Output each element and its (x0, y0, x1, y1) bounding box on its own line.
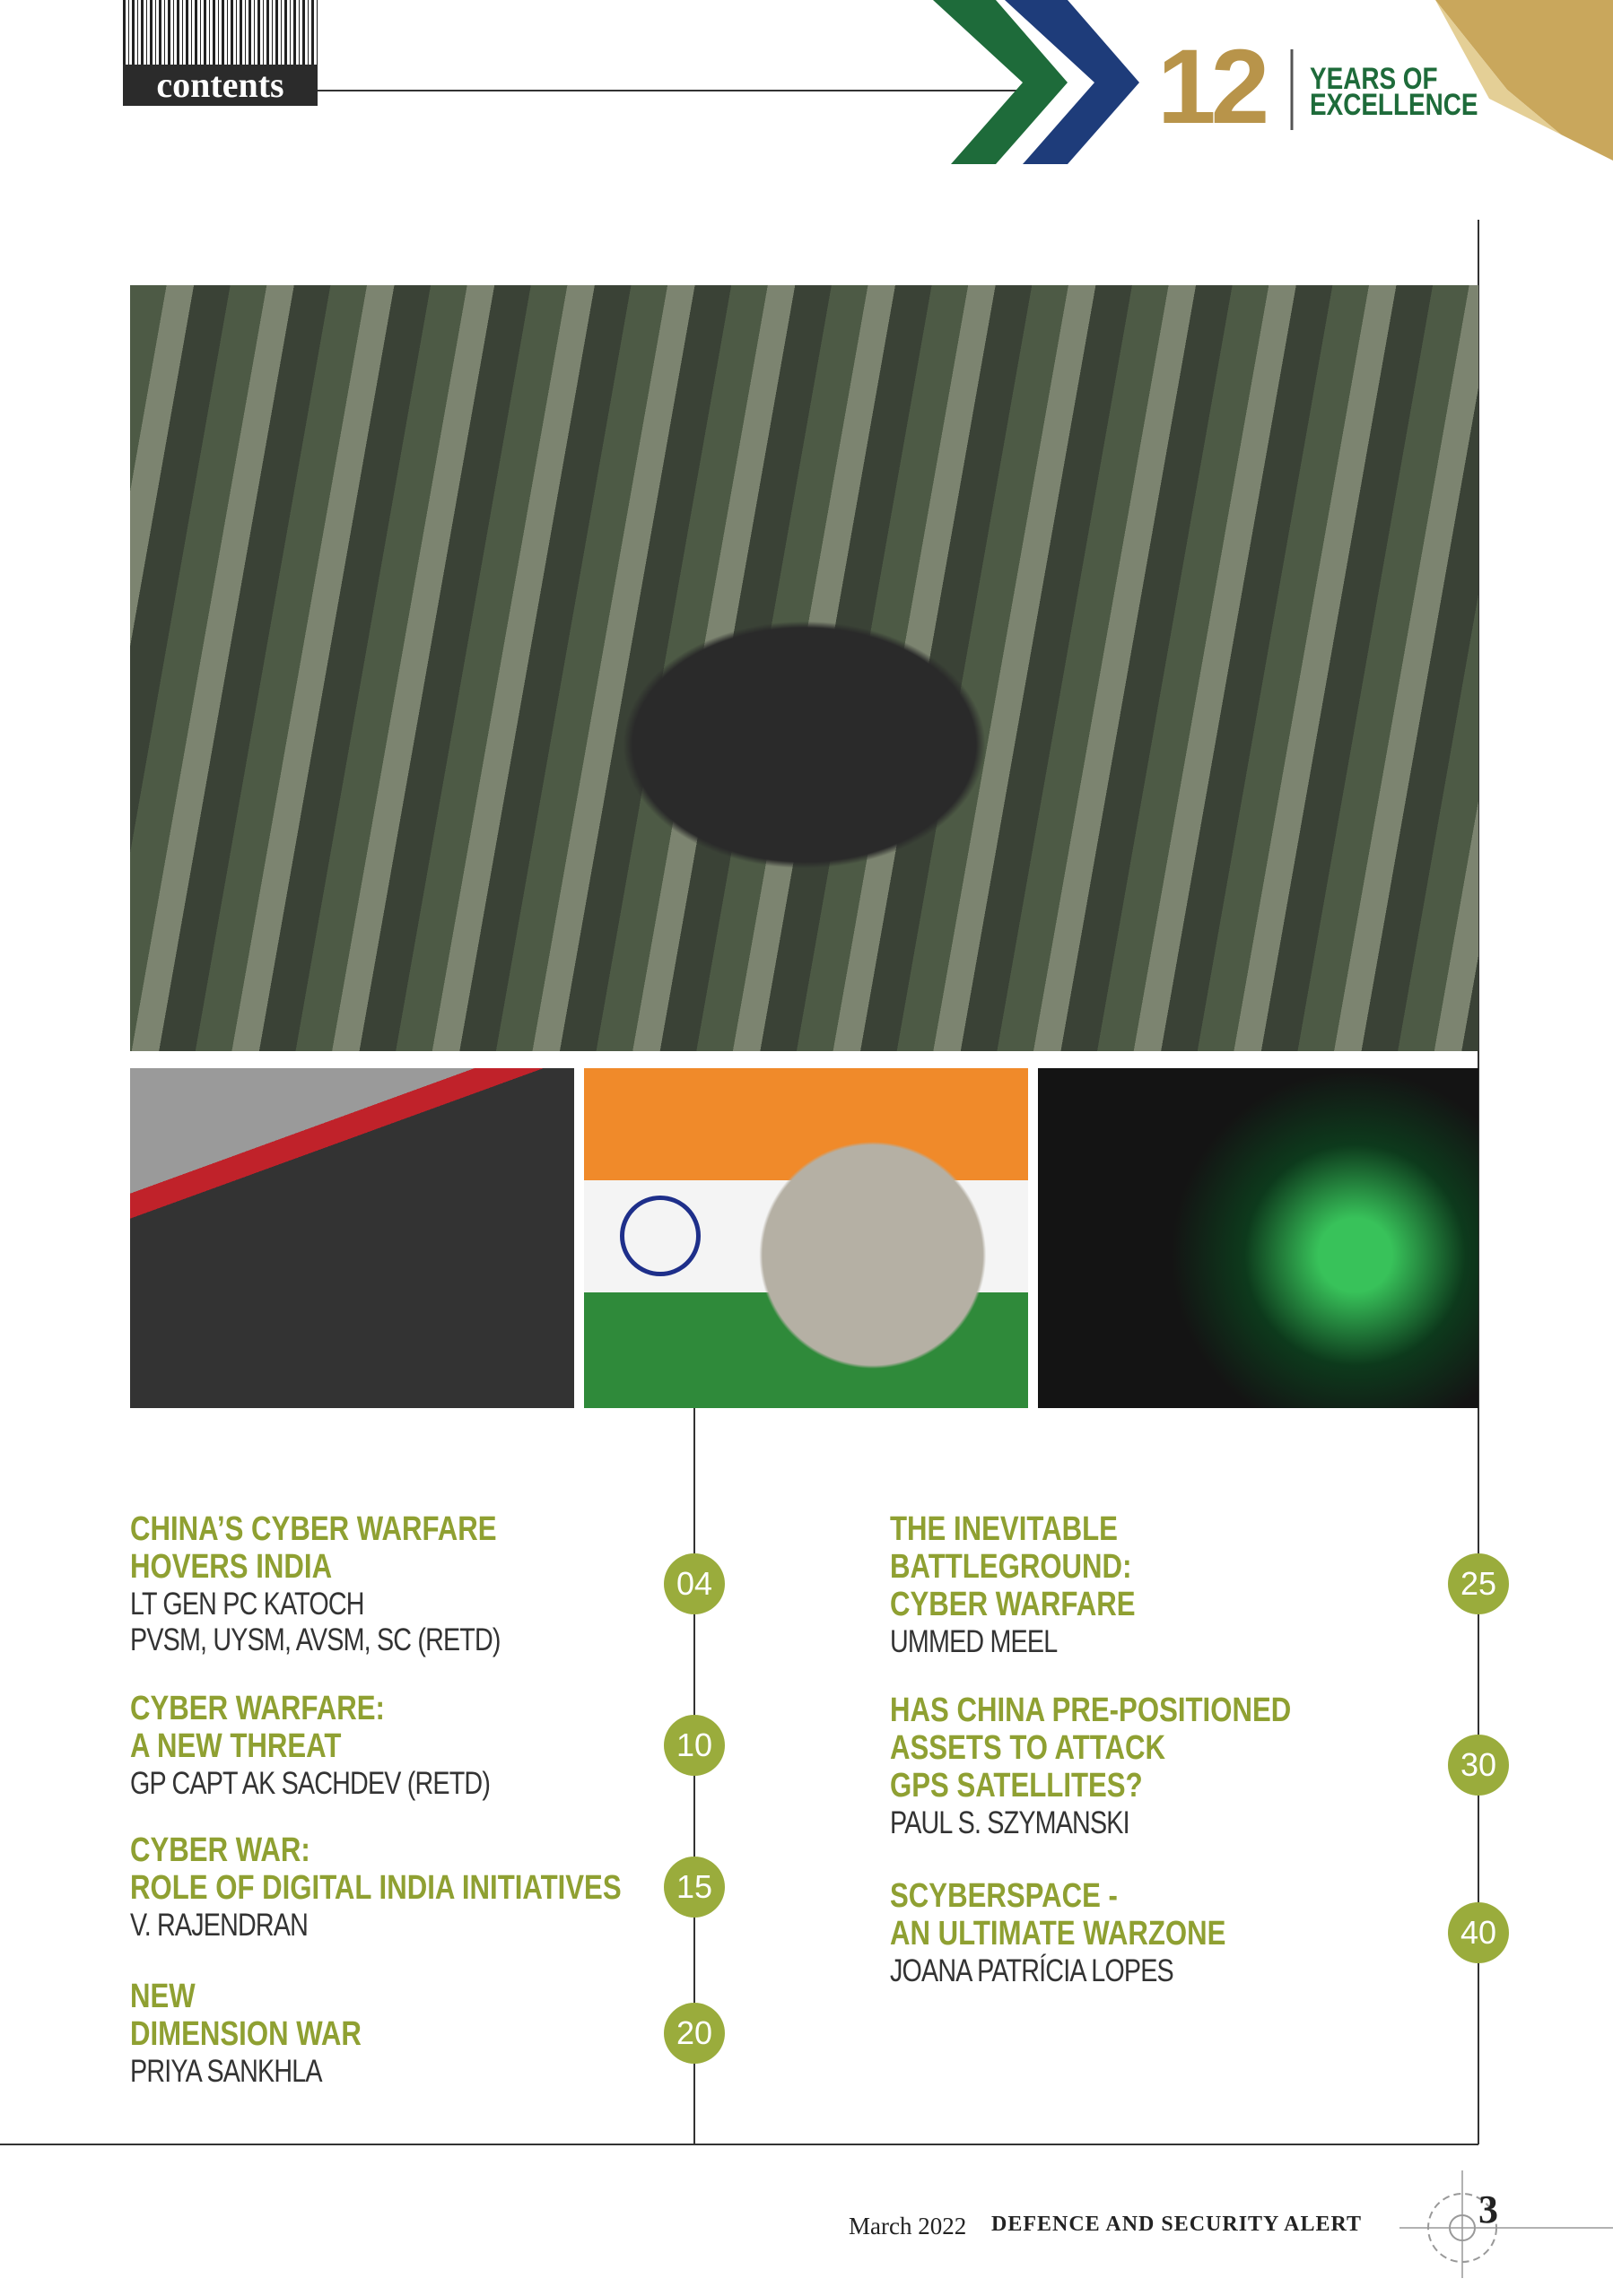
center-rule (693, 1408, 695, 2144)
article-title: A NEW THREAT (130, 1727, 342, 1765)
article-author: V. RAJENDRAN (130, 1908, 309, 1943)
header-rule (318, 90, 1017, 91)
page-badge: 04 (664, 1553, 725, 1614)
article-title: CYBER WAR: (130, 1831, 310, 1869)
anniversary-text: YEARS OF (1310, 62, 1438, 96)
page-badge: 20 (664, 2002, 725, 2064)
photo-2-chakra (620, 1196, 701, 1276)
barcode (123, 0, 318, 65)
page-badge: 10 (664, 1714, 725, 1776)
article-author: GP CAPT AK SACHDEV (RETD) (130, 1766, 491, 1801)
article-title: HAS CHINA PRE-POSITIONED (890, 1692, 1292, 1729)
article-title: AN ULTIMATE WARZONE (890, 1915, 1226, 1952)
article-title: CHINA’S CYBER WARFARE (130, 1510, 497, 1548)
article-title: HOVERS INDIA (130, 1548, 333, 1586)
photo-1 (130, 1068, 574, 1408)
page-badge: 30 (1448, 1735, 1509, 1796)
article-title: NEW (130, 1978, 196, 2015)
anniversary-text: EXCELLENCE (1310, 88, 1478, 122)
article-title: ASSETS TO ATTACK (890, 1729, 1166, 1767)
article-title: BATTLEGROUND: (890, 1548, 1132, 1586)
article-author: PVSM, UYSM, AVSM, SC (RETD) (130, 1622, 501, 1657)
main-photo (130, 285, 1478, 1051)
article-author: JOANA PATRÍCIA LOPES (890, 1953, 1174, 1988)
photo-3 (1038, 1068, 1478, 1408)
article-title: GPS SATELLITES? (890, 1767, 1143, 1805)
article-title: DIMENSION WAR (130, 2015, 362, 2053)
article-title: CYBER WARFARE: (130, 1690, 385, 1727)
footer-date: March 2022 (849, 2213, 967, 2239)
article-title: ROLE OF DIGITAL INDIA INITIATIVES (130, 1869, 622, 1907)
anniversary-number: 12 (1157, 28, 1269, 146)
article-title: THE INEVITABLE (890, 1510, 1118, 1548)
page-badge: 15 (664, 1856, 725, 1918)
page-badge: 25 (1448, 1553, 1509, 1614)
page-badge: 40 (1448, 1901, 1509, 1963)
contents-label: contents (123, 65, 318, 106)
article-author: PRIYA SANKHLA (130, 2054, 323, 2089)
target-icon (1399, 2170, 1613, 2278)
bottom-rule (0, 2144, 1478, 2145)
footer-publication: DEFENCE AND SECURITY ALERT (991, 2213, 1363, 2236)
article-author: UMMED MEEL (890, 1624, 1058, 1659)
article-title: CYBER WARFARE (890, 1586, 1136, 1623)
page-number: 3 (1478, 2187, 1498, 2231)
article-author: PAUL S. SZYMANSKI (890, 1805, 1130, 1840)
article-author: LT GEN PC KATOCH (130, 1587, 364, 1622)
right-rule (1478, 220, 1479, 2144)
article-title: SCYBERSPACE - (890, 1877, 1118, 1915)
header-graphic (933, 0, 1613, 164)
